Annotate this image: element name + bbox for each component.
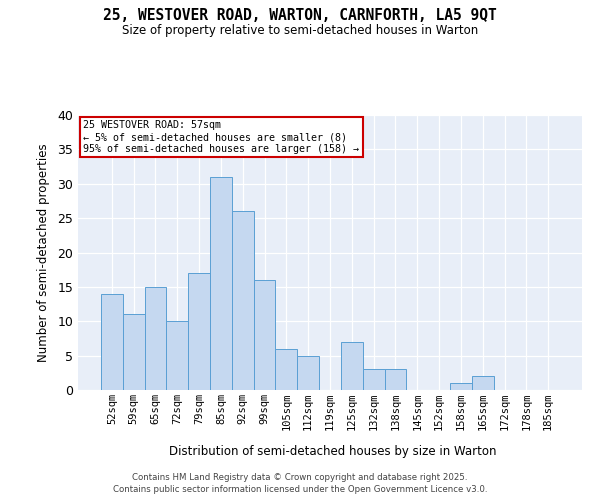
Bar	[232, 211, 254, 390]
Bar	[123, 314, 145, 390]
Bar	[275, 349, 297, 390]
Bar	[166, 322, 188, 390]
Bar	[254, 280, 275, 390]
Bar	[363, 370, 385, 390]
Bar	[297, 356, 319, 390]
Bar	[145, 287, 166, 390]
Bar	[210, 177, 232, 390]
Bar	[472, 376, 494, 390]
Text: Distribution of semi-detached houses by size in Warton: Distribution of semi-detached houses by …	[169, 444, 497, 458]
Text: Size of property relative to semi-detached houses in Warton: Size of property relative to semi-detach…	[122, 24, 478, 37]
Bar	[188, 273, 210, 390]
Bar	[385, 370, 406, 390]
Text: Contains HM Land Registry data © Crown copyright and database right 2025.
Contai: Contains HM Land Registry data © Crown c…	[113, 472, 487, 494]
Bar	[101, 294, 123, 390]
Text: 25, WESTOVER ROAD, WARTON, CARNFORTH, LA5 9QT: 25, WESTOVER ROAD, WARTON, CARNFORTH, LA…	[103, 8, 497, 22]
Bar	[450, 383, 472, 390]
Bar	[341, 342, 363, 390]
Text: 25 WESTOVER ROAD: 57sqm
← 5% of semi-detached houses are smaller (8)
95% of semi: 25 WESTOVER ROAD: 57sqm ← 5% of semi-det…	[83, 120, 359, 154]
Y-axis label: Number of semi-detached properties: Number of semi-detached properties	[37, 143, 50, 362]
